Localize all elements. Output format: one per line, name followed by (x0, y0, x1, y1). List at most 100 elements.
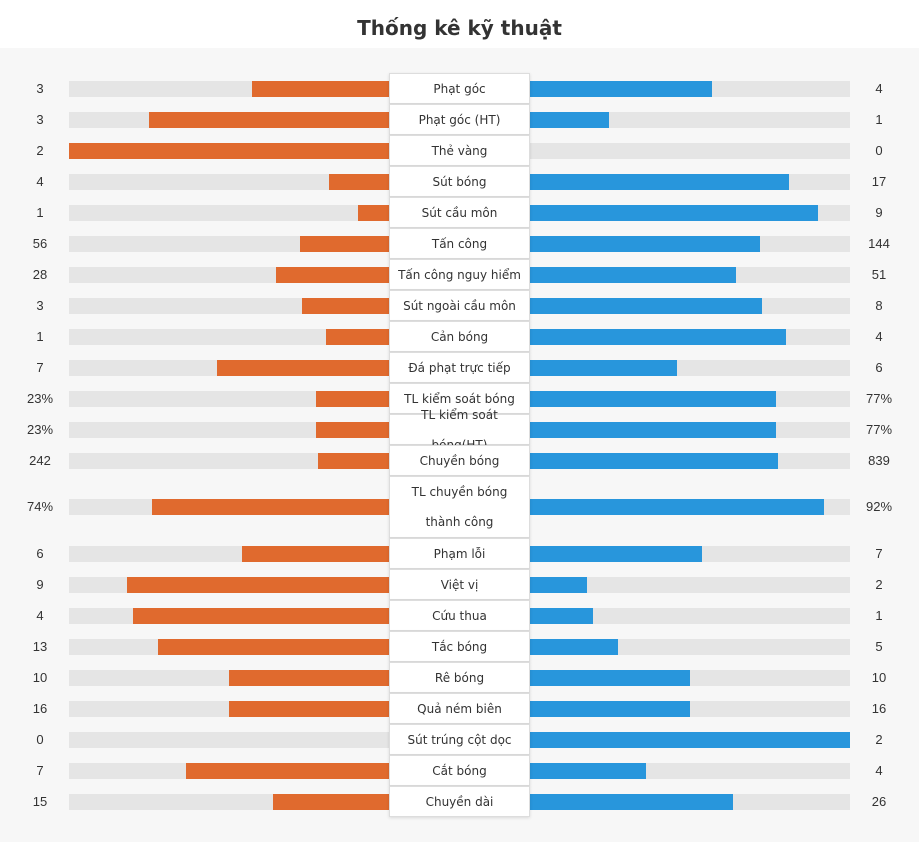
home-bar (326, 328, 390, 345)
home-value: 23% (26, 421, 54, 437)
stat-label: Phạt góc (389, 73, 530, 104)
away-bar (529, 297, 762, 314)
away-bar-track (529, 762, 850, 779)
home-value: 4 (36, 607, 44, 623)
away-bar-track (529, 173, 850, 190)
home-bar (186, 762, 390, 779)
home-value: 56 (32, 235, 48, 251)
away-value: 839 (868, 452, 890, 468)
away-bar-track (529, 793, 850, 810)
home-bar (217, 359, 390, 376)
home-bar-track (69, 731, 390, 748)
home-value: 3 (36, 80, 44, 96)
away-value: 92% (865, 499, 893, 514)
stat-label: TL chuyền bóng thành công (389, 476, 530, 538)
home-bar-track (69, 390, 390, 407)
home-bar-track (69, 421, 390, 438)
home-value: 9 (36, 576, 44, 592)
away-value: 5 (875, 638, 883, 654)
home-value: 2 (36, 142, 44, 158)
away-bar (529, 576, 587, 593)
away-bar (529, 328, 786, 345)
home-bar (242, 545, 390, 562)
away-value: 17 (871, 173, 887, 189)
home-bar-track (69, 204, 390, 221)
away-value: 2 (875, 576, 883, 592)
away-bar-track (529, 111, 850, 128)
away-bar-track (529, 328, 850, 345)
away-value: 4 (875, 80, 883, 96)
home-bar-track (69, 328, 390, 345)
away-bar (529, 204, 818, 221)
home-value: 3 (36, 297, 44, 313)
home-bar-track (69, 545, 390, 562)
home-value: 7 (36, 762, 44, 778)
away-value: 4 (875, 328, 883, 344)
stat-label: Cắt bóng (389, 755, 530, 786)
stat-label: TL kiểm soát bóng(HT) (389, 408, 530, 452)
home-bar-track (69, 173, 390, 190)
stats-panel: 3 4 Phạt góc 3 1 Phạt góc (HT) 2 0 Thẻ vàng 4 17 Sú… (0, 48, 919, 842)
away-value: 77% (865, 390, 893, 406)
away-bar (529, 266, 736, 283)
away-bar-track (529, 80, 850, 97)
away-bar (529, 421, 776, 438)
away-bar (529, 638, 618, 655)
away-bar-track (529, 421, 850, 438)
home-bar (229, 669, 390, 686)
home-bar-track (69, 235, 390, 252)
stat-label: Đá phạt trực tiếp (389, 352, 530, 383)
away-value: 4 (875, 762, 883, 778)
away-bar-track (529, 499, 850, 515)
away-bar (529, 700, 690, 717)
stat-label: Sút ngoài cầu môn (389, 290, 530, 321)
stat-label: Quả ném biên (389, 693, 530, 724)
home-bar-track (69, 638, 390, 655)
away-value: 144 (868, 235, 890, 251)
away-bar (529, 80, 712, 97)
away-bar-track (529, 700, 850, 717)
away-bar-track (529, 545, 850, 562)
away-value: 1 (875, 607, 883, 623)
home-bar-track (69, 142, 390, 159)
home-value: 15 (32, 793, 48, 809)
home-bar (273, 793, 390, 810)
away-bar (529, 607, 593, 624)
home-bar-track (69, 700, 390, 717)
home-value: 13 (32, 638, 48, 654)
home-bar-track (69, 669, 390, 686)
away-bar (529, 173, 789, 190)
away-bar-track (529, 607, 850, 624)
away-value: 9 (875, 204, 883, 220)
away-bar (529, 731, 850, 748)
home-bar (127, 576, 390, 593)
away-bar (529, 111, 609, 128)
away-bar-track (529, 452, 850, 469)
home-bar (252, 80, 390, 97)
away-value: 26 (871, 793, 887, 809)
home-bar-track (69, 452, 390, 469)
away-bar (529, 359, 677, 376)
home-bar (152, 499, 390, 515)
stat-label: Sút cầu môn (389, 197, 530, 228)
away-value: 6 (875, 359, 883, 375)
home-bar (276, 266, 390, 283)
stat-label: Tấn công (389, 228, 530, 259)
stat-label: Chuyền dài (389, 786, 530, 817)
stat-label: Cản bóng (389, 321, 530, 352)
away-value: 77% (865, 421, 893, 437)
home-bar (318, 452, 390, 469)
home-bar-track (69, 359, 390, 376)
home-bar-track (69, 266, 390, 283)
stat-label: Việt vị (389, 569, 530, 600)
home-value: 74% (26, 499, 54, 514)
home-value: 3 (36, 111, 44, 127)
home-value: 10 (32, 669, 48, 685)
home-bar (300, 235, 390, 252)
home-bar-track (69, 80, 390, 97)
stat-label: Phạm lỗi (389, 538, 530, 569)
away-bar-track (529, 731, 850, 748)
away-bar-track (529, 297, 850, 314)
away-bar (529, 545, 702, 562)
home-bar-track (69, 762, 390, 779)
